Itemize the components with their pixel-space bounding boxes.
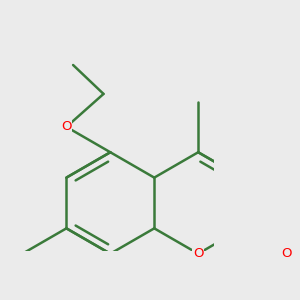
Text: O: O	[193, 247, 203, 260]
Text: O: O	[281, 247, 291, 260]
Text: O: O	[61, 120, 72, 134]
